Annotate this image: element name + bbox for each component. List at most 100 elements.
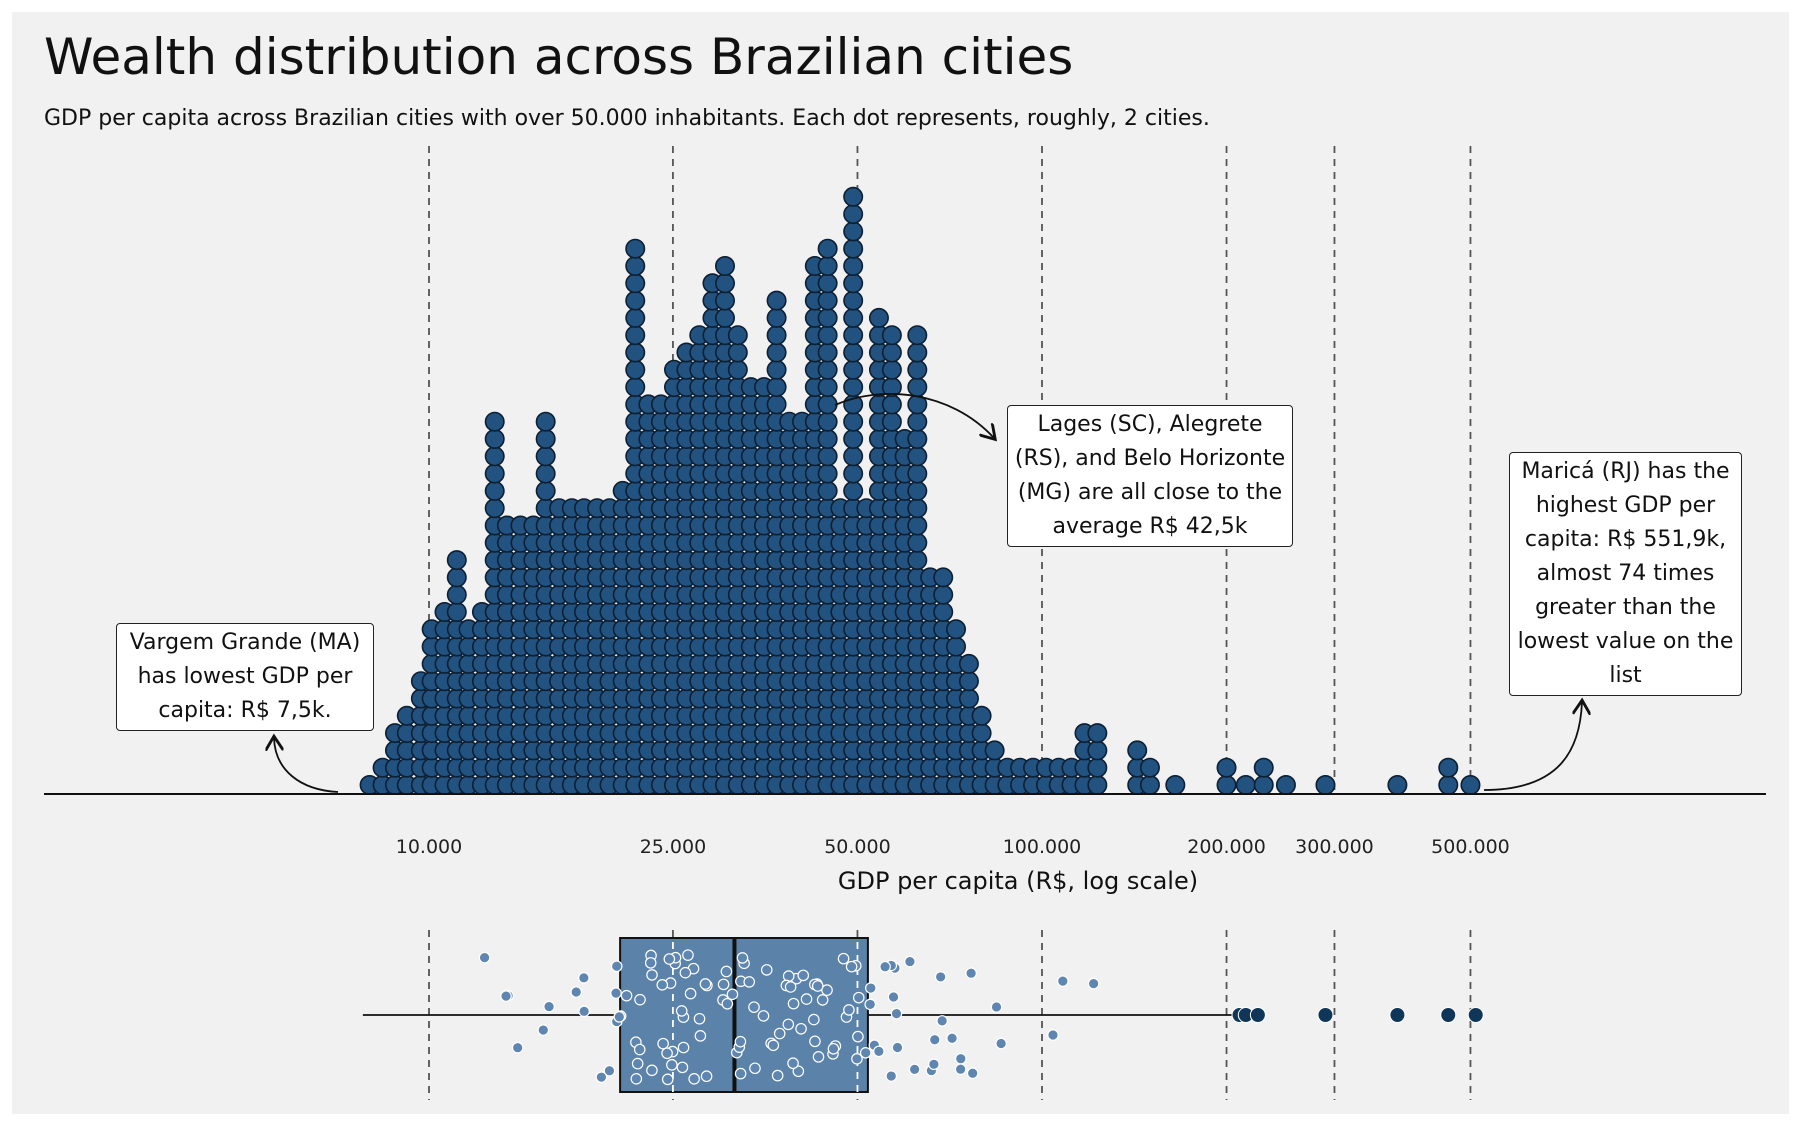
city-dot <box>843 342 864 363</box>
city-jitter-point <box>966 1067 979 1080</box>
city-jitter-point <box>646 1064 658 1077</box>
city-jitter-point <box>934 971 947 983</box>
city-jitter-point <box>773 1027 786 1040</box>
city-jitter-point <box>679 966 692 979</box>
annotation-highest: Maricá (RJ) has the highest GDP per capi… <box>1509 452 1742 696</box>
city-jitter-point <box>812 1051 825 1063</box>
city-jitter-point <box>891 1041 904 1054</box>
city-jitter-point <box>787 997 800 1010</box>
city-jitter-point <box>908 1063 921 1076</box>
city-dot <box>1087 757 1108 778</box>
arrow-highest <box>1483 702 1582 791</box>
city-dot <box>843 480 864 501</box>
city-dot <box>1216 774 1237 795</box>
city-dot <box>535 411 556 432</box>
city-dot <box>625 377 646 398</box>
city-jitter-point <box>904 955 916 968</box>
city-jitter-point <box>721 997 734 1010</box>
city-jitter-point <box>852 1030 864 1043</box>
city-dot <box>933 584 954 605</box>
city-jitter-point <box>677 1041 690 1054</box>
city-dot <box>1275 774 1296 795</box>
city-dot <box>817 307 838 328</box>
city-jitter-point <box>954 1063 967 1076</box>
city-jitter-point <box>613 1011 626 1023</box>
city-dot <box>625 342 646 363</box>
chart-subtitle: GDP per capita across Brazilian cities w… <box>44 106 1210 131</box>
city-dot <box>958 688 979 709</box>
city-jitter-point <box>646 969 658 981</box>
x-tick-label: 500.000 <box>1431 836 1510 858</box>
city-dot <box>817 428 838 449</box>
city-jitter-point <box>743 976 756 988</box>
city-dot <box>907 515 928 536</box>
city-dot <box>907 480 928 501</box>
city-jitter-point <box>500 990 512 1002</box>
city-dot <box>1235 774 1256 795</box>
city-dot <box>907 325 928 346</box>
city-jitter-point <box>782 1018 795 1031</box>
city-jitter-point <box>800 993 813 1005</box>
city-jitter-point <box>694 1030 707 1042</box>
city-jitter-point <box>726 988 739 1001</box>
city-dot <box>817 411 838 432</box>
city-dot <box>933 601 954 622</box>
city-dot <box>843 290 864 311</box>
city-dot <box>484 498 505 519</box>
city-jitter-point <box>843 1004 855 1016</box>
city-jitter-point <box>684 987 697 1000</box>
city-dot <box>766 290 787 311</box>
city-dot <box>1438 757 1459 778</box>
city-jitter-point <box>734 1067 747 1080</box>
city-dot <box>1087 774 1108 795</box>
city-jitter-point <box>630 1073 643 1085</box>
city-dot <box>727 325 748 346</box>
annotation-arrows <box>274 393 1582 793</box>
city-dot <box>907 342 928 363</box>
city-dot <box>446 567 467 588</box>
city-dot <box>843 325 864 346</box>
city-jitter-point <box>734 1035 747 1048</box>
city-dot <box>625 325 646 346</box>
city-jitter-point <box>537 1024 550 1036</box>
city-jitter-point <box>663 953 676 965</box>
annotation-lowest: Vargem Grande (MA) has lowest GDP per ca… <box>116 623 374 731</box>
city-jitter-point <box>928 1058 940 1071</box>
city-dot <box>625 255 646 276</box>
city-dot <box>625 307 646 328</box>
city-dot <box>907 463 928 484</box>
city-dot <box>484 411 505 432</box>
city-dot <box>817 238 838 259</box>
x-tick-label: 300.000 <box>1295 836 1374 858</box>
x-tick-label: 10.000 <box>396 836 462 858</box>
city-dot <box>907 446 928 467</box>
city-dot <box>817 377 838 398</box>
city-dot <box>958 671 979 692</box>
city-jitter-point <box>688 1073 700 1085</box>
city-dot <box>881 394 902 415</box>
city-dot <box>625 273 646 294</box>
city-dot <box>484 428 505 449</box>
city-dot <box>1165 774 1186 795</box>
city-jitter-point <box>720 965 733 978</box>
annotation-average: Lages (SC), Alegrete (RS), and Belo Hori… <box>1007 405 1293 547</box>
city-dot <box>933 567 954 588</box>
city-dot <box>946 636 967 657</box>
city-dot <box>817 446 838 467</box>
city-jitter-point <box>767 1039 780 1052</box>
city-dot <box>817 359 838 380</box>
city-jitter-point <box>837 952 850 965</box>
city-jitter-point <box>610 960 623 973</box>
city-jitter-point <box>634 993 646 1006</box>
city-dot <box>766 377 787 398</box>
city-jitter-point <box>603 1064 616 1077</box>
city-dot <box>817 290 838 311</box>
city-dot <box>727 359 748 380</box>
city-dot <box>817 342 838 363</box>
city-jitter-point <box>795 1022 807 1035</box>
city-dot <box>868 307 889 328</box>
city-dot <box>1087 723 1108 744</box>
city-jitter-point <box>749 1062 761 1075</box>
x-axis-title: GDP per capita (R$, log scale) <box>838 867 1198 895</box>
